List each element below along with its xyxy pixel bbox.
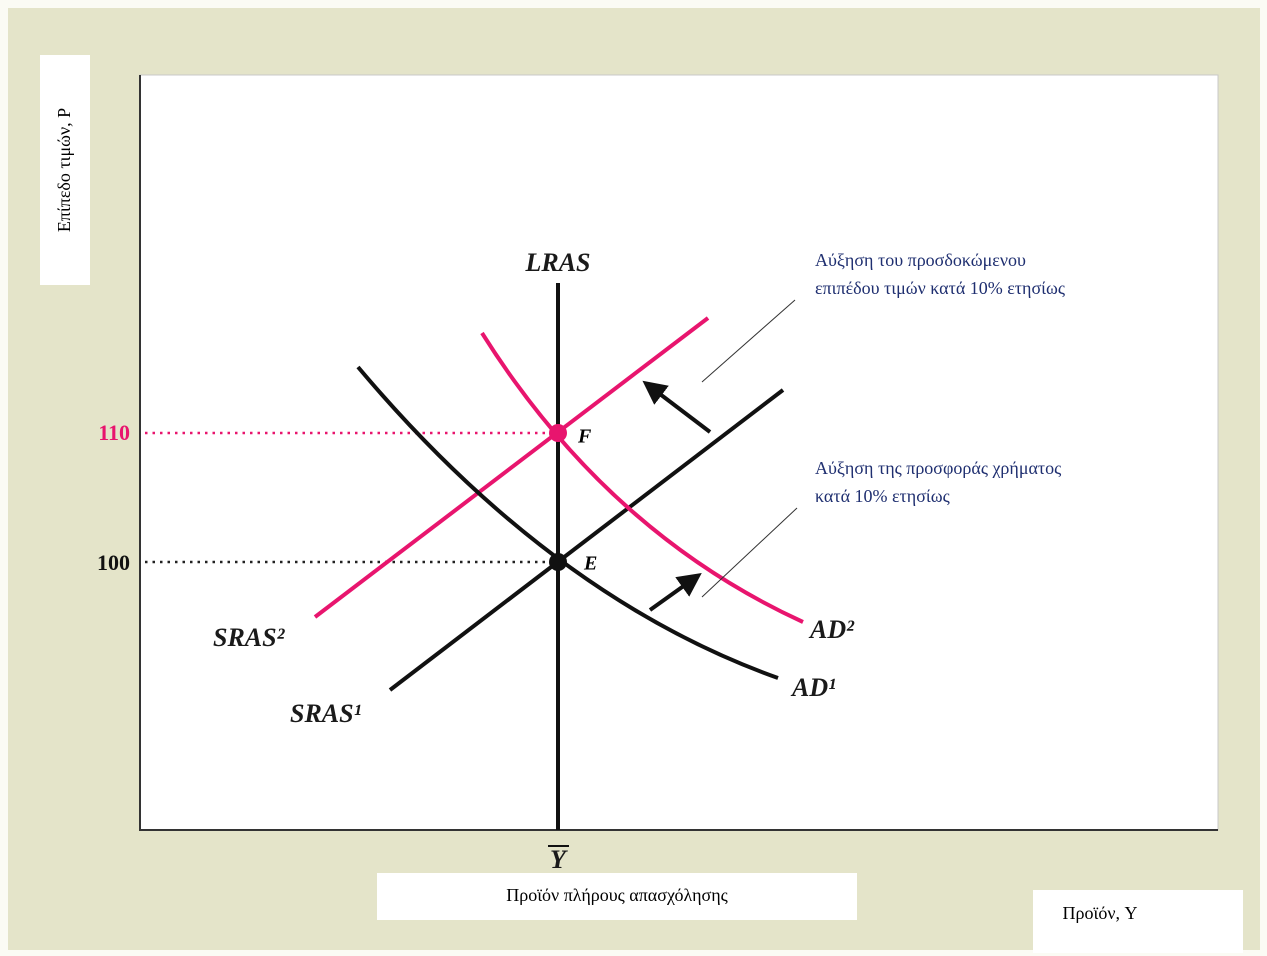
annotation: επιπέδου τιμών κατά 10% ετησίως — [815, 278, 1065, 298]
sras1-curve — [388, 388, 785, 692]
curve-label: SRAS² — [213, 623, 286, 652]
y-bar-label: Y — [550, 845, 568, 874]
point-e — [549, 553, 567, 571]
point-label: F — [577, 426, 592, 448]
y-axis-label: Επίπεδο τιμών, P — [54, 108, 74, 232]
x-label-box — [1033, 890, 1243, 953]
point-label: E — [583, 553, 597, 575]
sras2-curve — [313, 316, 710, 619]
full-employment-box — [377, 873, 857, 920]
annotation: κατά 10% ετησίως — [815, 486, 950, 506]
full-employment-label: Προϊόν πλήρους απασχόλησης — [506, 885, 728, 905]
leader-line — [701, 507, 798, 598]
curve-label: AD¹ — [790, 673, 836, 702]
annotation: Αύξηση του προσδοκώμενου — [815, 250, 1026, 270]
shift-arrow-sras — [642, 380, 712, 434]
x-axis-label: Προϊόν, Y — [1063, 903, 1138, 923]
leader-line — [701, 299, 796, 383]
point-f — [549, 424, 567, 442]
y-label-box — [40, 55, 90, 285]
curve-label: SRAS¹ — [290, 699, 361, 728]
price-100: 100 — [97, 550, 130, 575]
curve-label: LRAS — [524, 248, 590, 277]
price-110: 110 — [98, 420, 130, 445]
curve-label: AD² — [808, 615, 855, 644]
ad2-curve — [480, 331, 804, 624]
plot-area — [139, 74, 1219, 831]
shift-arrow-ad — [648, 573, 702, 612]
annotation: Αύξηση της προσφοράς χρήματος — [815, 458, 1061, 478]
